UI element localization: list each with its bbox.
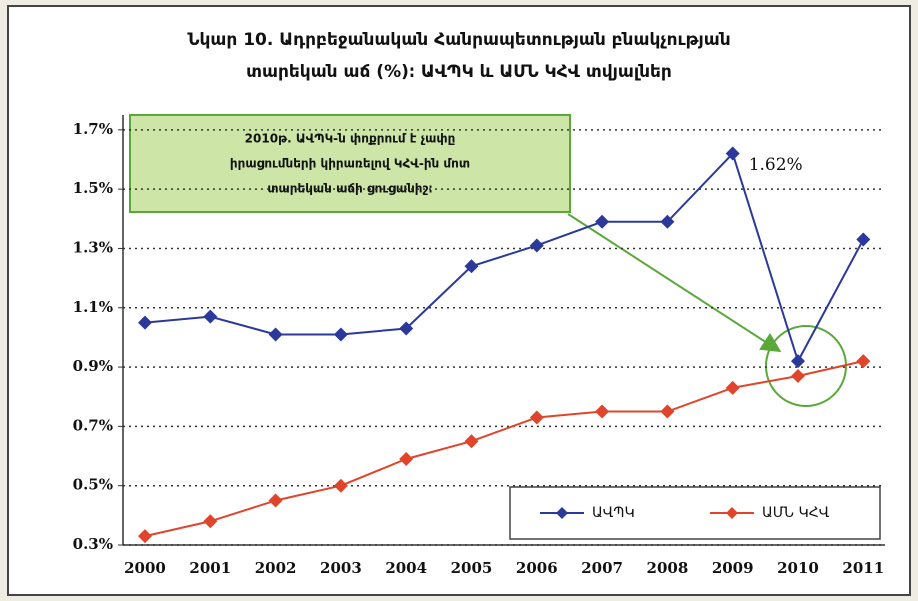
y-tick-label: 0.3% bbox=[73, 535, 113, 553]
data-point bbox=[138, 529, 152, 544]
data-point bbox=[660, 214, 675, 229]
legend-marker bbox=[556, 507, 568, 519]
x-tick-label: 2005 bbox=[451, 559, 493, 577]
data-point bbox=[203, 309, 218, 324]
x-tick-label: 2003 bbox=[320, 559, 362, 577]
annotation-box bbox=[129, 114, 571, 213]
x-tick-label: 2007 bbox=[581, 559, 623, 577]
legend-label: ԱՄՆ ԿՀՎ bbox=[762, 505, 830, 521]
annotation-text: 2010թ. ԱՎՊԿ-ն փոքրում է չափը bbox=[245, 132, 456, 146]
annotation-text: իրացումների կիրառելով ԿՀՎ-ին մոտ bbox=[230, 157, 470, 171]
y-tick-label: 1.1% bbox=[73, 298, 113, 316]
data-point bbox=[856, 354, 871, 369]
data-point bbox=[138, 315, 152, 330]
x-tick-label: 2000 bbox=[124, 559, 166, 577]
data-point bbox=[203, 514, 218, 529]
chart-title: տարեկան աճ (%)։ ԱՎՊԿ և ԱՄՆ ԿՀՎ տվյալներ bbox=[246, 62, 672, 82]
data-point bbox=[464, 259, 479, 274]
data-point bbox=[529, 238, 544, 253]
y-tick-label: 0.9% bbox=[73, 357, 113, 375]
x-tick-label: 2004 bbox=[385, 559, 427, 577]
data-point bbox=[464, 434, 479, 449]
y-tick-label: 1.5% bbox=[73, 179, 113, 197]
x-tick-label: 2002 bbox=[255, 559, 297, 577]
chart-title: Նկար 10. Ադրբեջանական Հանրապետության բնա… bbox=[187, 30, 730, 50]
data-point bbox=[856, 232, 871, 247]
data-label: 1.62% bbox=[749, 155, 803, 175]
data-point bbox=[399, 452, 414, 466]
annotation-arrow bbox=[567, 213, 782, 353]
x-tick-label: 2006 bbox=[516, 559, 558, 577]
data-point bbox=[791, 354, 805, 369]
x-tick-label: 2011 bbox=[842, 559, 884, 577]
data-point bbox=[333, 478, 348, 493]
data-point bbox=[660, 404, 675, 419]
x-tick-label: 2001 bbox=[189, 559, 231, 577]
legend-label: ԱՎՊԿ bbox=[592, 505, 635, 521]
data-point bbox=[725, 146, 740, 161]
data-point bbox=[725, 380, 740, 395]
data-point bbox=[268, 327, 283, 342]
x-tick-label: 2008 bbox=[647, 559, 689, 577]
legend-marker bbox=[726, 507, 738, 519]
data-point bbox=[595, 404, 610, 419]
data-point bbox=[399, 321, 414, 336]
x-tick-label: 2010 bbox=[777, 559, 819, 577]
y-tick-label: 0.7% bbox=[73, 416, 113, 434]
data-point bbox=[595, 214, 610, 229]
data-point bbox=[333, 327, 348, 342]
series-line bbox=[144, 360, 864, 538]
y-tick-label: 1.7% bbox=[73, 120, 113, 138]
data-point bbox=[529, 410, 544, 425]
y-tick-label: 1.3% bbox=[73, 238, 113, 256]
y-tick-label: 0.5% bbox=[73, 476, 113, 494]
annotation-text: տարեկան աճի ցուցանիշ։ bbox=[267, 182, 432, 196]
series-line bbox=[144, 151, 865, 364]
data-point bbox=[268, 493, 283, 508]
x-tick-label: 2009 bbox=[712, 559, 754, 577]
data-point bbox=[791, 368, 805, 383]
